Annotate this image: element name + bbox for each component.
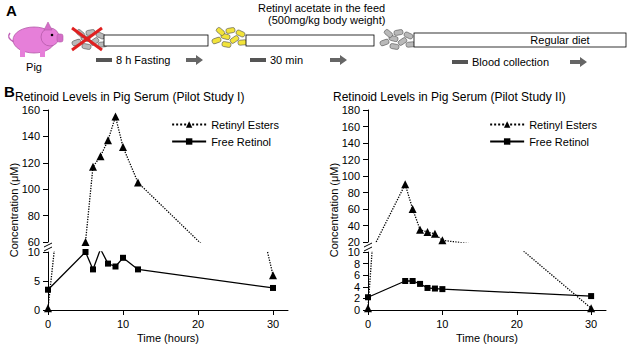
svg-text:0: 0 — [365, 318, 371, 330]
svg-text:Retinyl Esters: Retinyl Esters — [529, 119, 597, 131]
svg-text:20: 20 — [192, 318, 204, 330]
svg-text:Retinyl acetate in the feed: Retinyl acetate in the feed — [258, 2, 385, 14]
svg-text:120: 120 — [22, 157, 40, 169]
svg-text:Free Retinol: Free Retinol — [211, 136, 271, 148]
svg-text:10: 10 — [436, 318, 448, 330]
svg-text:Regular diet: Regular diet — [530, 34, 589, 46]
svg-text:180: 180 — [342, 104, 360, 116]
svg-text:5: 5 — [34, 275, 40, 287]
svg-text:100: 100 — [22, 183, 40, 195]
svg-text:100: 100 — [342, 170, 360, 182]
svg-text:120: 120 — [342, 154, 360, 166]
svg-text:Blood collection: Blood collection — [472, 56, 549, 68]
svg-text:6: 6 — [354, 269, 360, 281]
svg-text:140: 140 — [342, 137, 360, 149]
svg-text:80: 80 — [348, 187, 360, 199]
svg-text:Pig: Pig — [26, 61, 42, 73]
svg-text:Retinoid Levels in Pig Serum (: Retinoid Levels in Pig Serum (Pilot Stud… — [333, 90, 566, 104]
svg-text:Time (hours): Time (hours) — [456, 332, 518, 344]
svg-text:Concentration (μM): Concentration (μM) — [328, 163, 340, 257]
svg-text:B: B — [4, 83, 15, 100]
svg-text:160: 160 — [342, 121, 360, 133]
svg-text:10: 10 — [117, 318, 129, 330]
svg-text:40: 40 — [348, 220, 360, 232]
svg-text:10: 10 — [27, 246, 40, 258]
svg-text:160: 160 — [22, 104, 40, 116]
svg-text:20: 20 — [511, 318, 523, 330]
svg-text:80: 80 — [28, 210, 40, 222]
svg-text:10: 10 — [347, 246, 360, 258]
svg-text:Retinyl Esters: Retinyl Esters — [211, 119, 279, 131]
svg-text:30: 30 — [585, 318, 597, 330]
svg-text:140: 140 — [22, 130, 40, 142]
svg-text:0: 0 — [45, 318, 51, 330]
svg-text:2: 2 — [354, 292, 360, 304]
svg-text:0: 0 — [34, 304, 40, 316]
svg-text:0: 0 — [354, 304, 360, 316]
svg-text:20: 20 — [348, 236, 360, 248]
svg-text:8: 8 — [354, 258, 360, 270]
svg-text:Free Retinol: Free Retinol — [529, 136, 589, 148]
svg-text:A: A — [6, 2, 17, 19]
svg-text:Retinoid Levels in Pig Serum (: Retinoid Levels in Pig Serum (Pilot Stud… — [15, 90, 244, 104]
svg-text:4: 4 — [354, 281, 360, 293]
svg-text:30 min: 30 min — [270, 54, 303, 66]
svg-text:(500mg/kg body weight): (500mg/kg body weight) — [268, 14, 385, 26]
svg-text:30: 30 — [267, 318, 279, 330]
svg-text:Concentration (μM): Concentration (μM) — [8, 163, 20, 257]
svg-text:60: 60 — [348, 203, 360, 215]
svg-text:60: 60 — [28, 236, 40, 248]
svg-text:Time (hours): Time (hours) — [137, 332, 199, 344]
svg-text:8 h Fasting: 8 h Fasting — [116, 54, 170, 66]
